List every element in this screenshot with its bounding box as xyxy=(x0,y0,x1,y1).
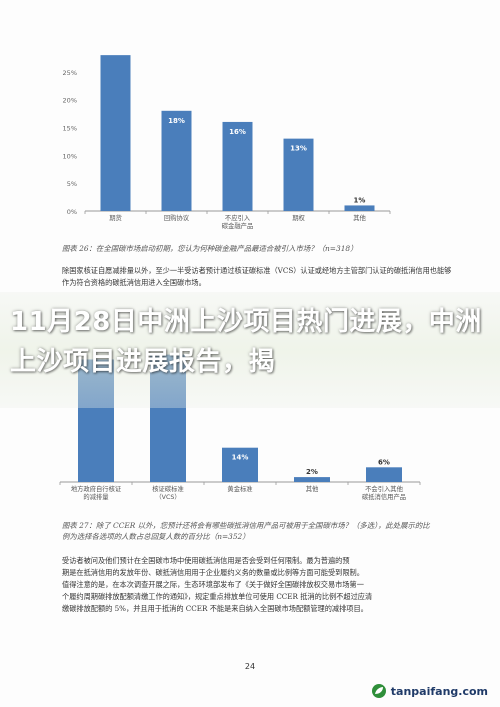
fig27-data-label: 14% xyxy=(232,454,249,462)
leaf-logo-icon xyxy=(371,684,386,698)
fig27-category-label: 的减排量 xyxy=(83,492,109,501)
fig26-category-label: 其他 xyxy=(353,213,366,222)
fig26-data-label: 16% xyxy=(229,128,246,136)
banner-title[interactable]: 11月28日中洲上沙项目热门进展，中洲上沙项目进展报告，揭 xyxy=(10,307,482,377)
fig26-bar xyxy=(100,55,131,212)
fig26-bar xyxy=(161,110,192,211)
watermark: tanpaifang.com xyxy=(371,683,488,699)
fig26-ytick-label: 0% xyxy=(67,208,77,216)
fig26-data-label: 13% xyxy=(290,145,307,153)
fig27-data-label: 2% xyxy=(306,468,318,476)
fig27-category-label: 碳抵消信用产品 xyxy=(362,492,406,501)
fig26-ytick-label: 15% xyxy=(63,125,77,133)
fig26-data-label: 18% xyxy=(168,117,185,125)
fig27-category-label: 不会引入其他 xyxy=(365,484,403,493)
watermark-text: tanpaifang.com xyxy=(390,684,488,698)
fig26-bar xyxy=(222,121,253,211)
fig26-data-label: 1% xyxy=(354,196,366,204)
fig27-category-label: 黄金标准 xyxy=(227,484,252,493)
fig26-bar xyxy=(283,138,314,211)
fig27-category-label: 核证碳标准 xyxy=(152,484,183,493)
paragraph-1: 除国家核证自愿减排量以外，至少一半受访者预计通过核证碳标准（VCS）认证或经地方… xyxy=(62,265,452,289)
paragraph-2-line-2: 期是在抵消信用的发放年份、碳抵消信用用于企业履约义务的数量或比例等方面可能受到限… xyxy=(62,568,364,577)
fig27-category-label: （VCS） xyxy=(155,494,180,501)
fig26-ytick-label: 5% xyxy=(67,180,77,188)
page-number: 24 xyxy=(244,662,256,671)
fig27-bar xyxy=(294,477,330,482)
fig26-ytick-label: 10% xyxy=(63,152,77,160)
fig27-bar xyxy=(222,447,258,482)
fig26-ytick-label: 20% xyxy=(63,97,77,105)
fig27-data-label: 6% xyxy=(378,458,390,466)
paragraph-2-line-5: 缴碳排放配额的 5%，并且用于抵消的 CCER 不能是来自纳入全国碳市场配额管理… xyxy=(62,604,368,613)
fig26-category-label: 回购协议 xyxy=(164,213,190,222)
paragraph-2-line-3: 值得注意的是，在本次调查开展之际，生态环境部发布了《关于做好全国碳排放权交易市场… xyxy=(62,580,364,589)
paragraph-2: 受访者被问及他们预计在全国碳市场中使用碳抵消信用是否会受到任何限制。最为普遍的预… xyxy=(62,555,452,615)
fig26-bar xyxy=(344,205,375,211)
figure-27-caption: 图表 27：除了 CCER 以外，您预计还将会有哪些碳抵消信用产品可被用于全国碳… xyxy=(62,521,430,541)
fig27-category-label: 地方政府自行核证 xyxy=(71,484,122,493)
title-banner-background xyxy=(0,292,500,408)
fig26-category-label: 不应引入 xyxy=(225,213,251,222)
paragraph-2-line-1: 受访者被问及他们预计在全国碳市场中使用碳抵消信用是否会受到任何限制。最为普遍的预 xyxy=(62,556,350,565)
paragraph-1-text: 除国家核证自愿减排量以外，至少一半受访者预计通过核证碳标准（VCS）认证或经地方… xyxy=(62,266,452,287)
fig27-bar xyxy=(366,467,402,482)
fig26-category-label: 碳金融产品 xyxy=(222,221,253,230)
fig27-category-label: 其他 xyxy=(306,484,319,493)
paragraph-2-line-4: 个履约周期碳排放配额清缴工作的通知》，规定重点排放单位可使用 CCER 抵消的比… xyxy=(62,592,373,601)
fig26-category-label: 期货 xyxy=(109,213,122,222)
figure-26-caption: 图表 26：在全国碳市场启动初期，您认为何种碳金融产品最适合被引入市场？（n=3… xyxy=(62,244,358,253)
fig26-ytick-label: 25% xyxy=(63,69,77,77)
fig26-category-label: 期权 xyxy=(292,213,305,222)
